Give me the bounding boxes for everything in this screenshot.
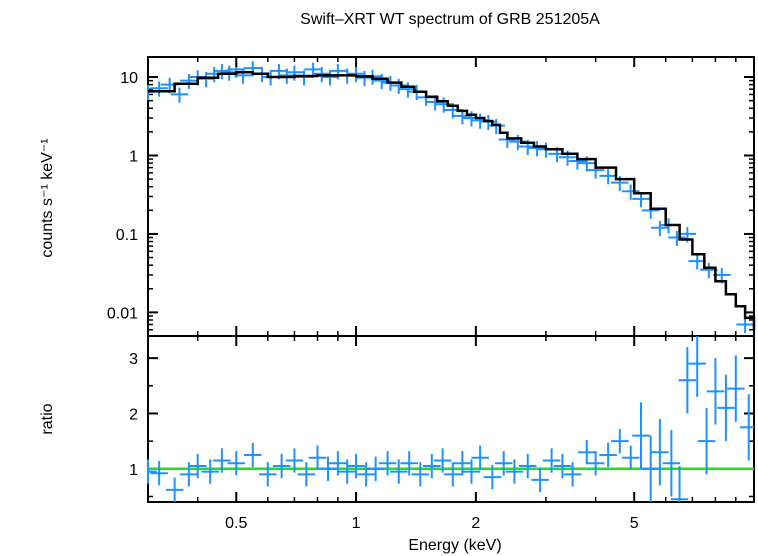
ratio-point (411, 462, 430, 487)
ratio-point (641, 435, 660, 502)
spectrum-panel: 10 1 0.1 0.01 counts s⁻¹ keV⁻¹ (39, 56, 756, 337)
data-point (180, 73, 198, 90)
data-point (170, 87, 189, 103)
data-point (651, 220, 669, 237)
ratio-point (586, 451, 605, 476)
y-tick-label: 10 (120, 70, 138, 87)
ratio-point (505, 459, 524, 484)
y-tick-label: 0.01 (107, 305, 138, 322)
ratio-point (553, 453, 572, 479)
ratio-point (319, 456, 337, 481)
ratio-point (717, 374, 735, 442)
data-point (329, 64, 347, 80)
ratio-point (329, 451, 347, 476)
ratio-point (531, 467, 549, 493)
ratio-point (338, 459, 356, 484)
y-tick-label: 3 (129, 351, 138, 368)
x-tick-label: 2 (471, 515, 480, 532)
spectrum-model-line (148, 71, 756, 330)
ratio-point (662, 430, 681, 497)
ratio-point (453, 451, 472, 476)
x-tick-label: 5 (630, 515, 639, 532)
data-point (599, 169, 617, 185)
ratio-point (494, 451, 513, 476)
ratio-point (285, 448, 304, 473)
ratio-point (297, 462, 316, 487)
data-point (434, 97, 453, 113)
data-point (147, 84, 157, 101)
ratio-point (632, 402, 650, 469)
ratio-point (542, 448, 561, 473)
ratio-point (378, 451, 397, 476)
y-tick-label: 1 (129, 462, 138, 479)
ratio-y-axis-label: ratio (39, 403, 56, 434)
data-point (528, 141, 546, 157)
data-point (285, 65, 304, 81)
ratio-point (444, 462, 462, 487)
ratio-point (243, 442, 262, 468)
ratio-point (599, 442, 617, 468)
ratio-plot-frame (147, 335, 755, 503)
ratio-point (678, 347, 697, 414)
data-point (736, 317, 754, 334)
ratio-point (433, 448, 452, 473)
ratio-point (518, 453, 537, 479)
ratio-panel: 1 2 3 ratio (39, 335, 755, 503)
ratio-point (578, 440, 596, 465)
ratio-point (471, 445, 489, 470)
ratio-point (651, 419, 669, 486)
data-point (389, 78, 408, 94)
y-tick-label: 1 (129, 148, 138, 165)
data-point (621, 184, 640, 200)
spectrum-y-axis-label: counts s⁻¹ keV⁻¹ (39, 138, 56, 257)
ratio-point (621, 445, 640, 470)
y-tick-label: 2 (129, 406, 138, 423)
ratio-point (180, 462, 198, 487)
ratio-point (483, 464, 502, 490)
ratio-point (188, 453, 207, 479)
data-point (321, 70, 339, 86)
ratio-point (400, 451, 418, 476)
ratio-point (259, 462, 277, 487)
ratio-point (563, 462, 582, 487)
x-axis-ticks: 0.5 1 2 5 (147, 57, 737, 532)
ratio-point (423, 453, 441, 479)
ratio-point (357, 462, 375, 487)
ratio-point (366, 456, 385, 481)
ratio-point (727, 355, 745, 422)
x-tick-label: 1 (352, 515, 361, 532)
ratio-point (227, 451, 246, 476)
ratio-point (670, 466, 689, 502)
ratio-point (688, 336, 706, 397)
ratio-point (150, 461, 168, 486)
ratio-point (389, 459, 408, 484)
ratio-point (165, 477, 184, 502)
ratio-data-points (147, 336, 754, 502)
data-point (355, 70, 374, 87)
x-axis-label: Energy (keV) (408, 537, 501, 554)
ratio-point (739, 394, 754, 461)
ratio-point (213, 448, 231, 473)
data-point (668, 230, 686, 246)
spectrum-y-ticks: 10 1 0.1 0.01 (107, 70, 754, 331)
chart-title: Swift–XRT WT spectrum of GRB 251205A (300, 11, 600, 28)
spectrum-plot-frame (147, 56, 755, 337)
ratio-point (347, 453, 365, 479)
ratio-point (272, 453, 291, 479)
ratio-point (697, 407, 716, 475)
data-point (632, 192, 650, 208)
x-tick-label: 0.5 (225, 515, 247, 532)
ratio-point (147, 459, 157, 484)
ratio-point (706, 358, 725, 425)
ratio-point (308, 445, 327, 470)
ratio-point (462, 459, 481, 484)
ratio-point (201, 459, 219, 484)
data-point (150, 81, 168, 97)
ratio-point (611, 428, 629, 454)
spectrum-data-points (147, 61, 754, 334)
y-tick-label: 0.1 (116, 227, 138, 244)
